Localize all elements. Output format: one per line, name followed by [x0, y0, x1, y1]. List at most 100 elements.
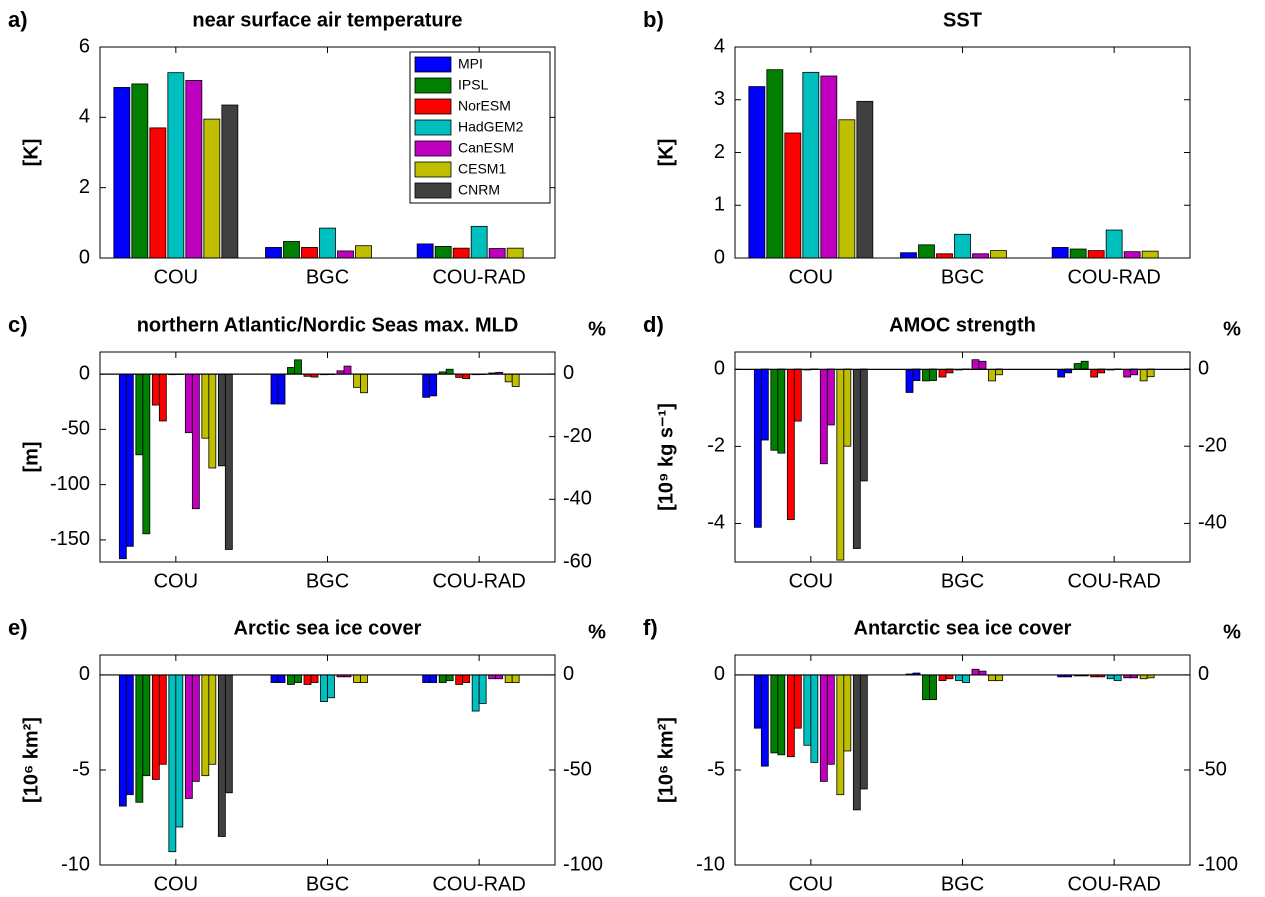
bar [221, 104, 239, 259]
x-tick-label: BGC [306, 873, 349, 895]
y-tick-label: -10 [696, 853, 725, 875]
y-tick-label: 0 [79, 663, 90, 685]
bar [301, 247, 318, 259]
bar [131, 83, 149, 259]
y2-axis-label: % [588, 621, 606, 643]
legend-swatch [414, 77, 452, 94]
bar [990, 250, 1007, 259]
x-tick-label: COU-RAD [432, 266, 525, 288]
x-tick-label: COU [789, 266, 833, 288]
y2-tick-label: -60 [563, 550, 592, 572]
bar [217, 674, 226, 837]
bar [1069, 248, 1087, 259]
y2-tick-label: 0 [1198, 663, 1209, 685]
bar [770, 368, 779, 451]
x-tick-label: BGC [941, 873, 984, 895]
bar [978, 360, 987, 370]
y2-tick-label: 0 [563, 663, 574, 685]
bar [320, 674, 328, 702]
bar [319, 227, 336, 259]
bar [151, 674, 160, 780]
y2-axis-label: % [1223, 318, 1241, 340]
y-axis-label: [K] [20, 139, 42, 167]
bar [905, 368, 914, 393]
bar [118, 373, 127, 560]
bar [303, 674, 312, 685]
bar [149, 127, 167, 259]
bar [1146, 368, 1155, 378]
bar [360, 373, 368, 394]
legend-swatch [414, 98, 452, 115]
bar [843, 674, 852, 752]
bar [434, 245, 452, 259]
bar [1141, 250, 1159, 259]
bar [283, 241, 300, 259]
bar [922, 368, 930, 382]
y-tick-label: -5 [707, 758, 725, 780]
bar [416, 243, 434, 259]
bar [185, 80, 203, 259]
bar [191, 373, 200, 510]
y-axis-label: [K] [655, 139, 677, 167]
bar [938, 674, 947, 682]
y-tick-label: 0 [714, 358, 725, 380]
bar [826, 368, 835, 426]
x-tick-label: BGC [941, 266, 984, 288]
y-tick-label: 0 [79, 246, 90, 268]
bar [184, 373, 193, 434]
bar [327, 674, 335, 699]
bar [843, 368, 852, 447]
panel-label: d) [643, 312, 664, 337]
bar [784, 132, 802, 259]
bar [135, 373, 144, 456]
bar [337, 250, 354, 259]
bar [786, 368, 795, 521]
x-tick-label: COU [154, 873, 198, 895]
y-tick-label: 3 [714, 88, 725, 110]
bar [511, 674, 520, 683]
y-tick-label: 0 [714, 663, 725, 685]
bar [912, 368, 921, 381]
plot-frame [99, 654, 556, 866]
y-tick-label: -4 [707, 512, 725, 534]
bar [270, 373, 279, 405]
bar [151, 373, 160, 406]
y-tick-label: -100 [50, 473, 90, 495]
bar [793, 674, 802, 729]
bar [142, 373, 151, 535]
y2-axis-label: % [588, 318, 606, 340]
y-tick-label: -2 [707, 435, 725, 457]
legend-label: MPI [458, 56, 483, 72]
bar [954, 233, 971, 259]
chart-title: Arctic sea ice cover [234, 617, 422, 639]
x-tick-label: COU [789, 873, 833, 895]
y-axis-label: [10⁶ km²] [655, 717, 677, 803]
x-tick-label: COU [789, 570, 833, 592]
bar [287, 674, 295, 685]
chart-title: Antarctic sea ice cover [854, 617, 1072, 639]
bar [203, 118, 221, 259]
bar [929, 368, 937, 381]
bar [113, 87, 131, 259]
bar [1105, 229, 1123, 259]
bar [158, 674, 167, 765]
y2-tick-label: -100 [1198, 853, 1238, 875]
bar [1139, 368, 1148, 382]
y-tick-label: -50 [61, 418, 90, 440]
y-tick-label: 4 [79, 106, 90, 128]
x-tick-label: BGC [941, 570, 984, 592]
bar [175, 674, 184, 828]
y-axis-label: [10⁹ kg s⁻¹] [655, 403, 677, 511]
bar [429, 674, 438, 683]
plot-frame [734, 351, 1191, 563]
bar [167, 72, 185, 259]
bar [748, 86, 766, 259]
bar [452, 247, 470, 259]
chart-title: SST [943, 9, 982, 31]
bar [1057, 368, 1066, 378]
x-tick-label: COU [154, 570, 198, 592]
x-tick-label: BGC [306, 266, 349, 288]
panel-label: f) [643, 615, 658, 640]
bar [922, 674, 930, 701]
